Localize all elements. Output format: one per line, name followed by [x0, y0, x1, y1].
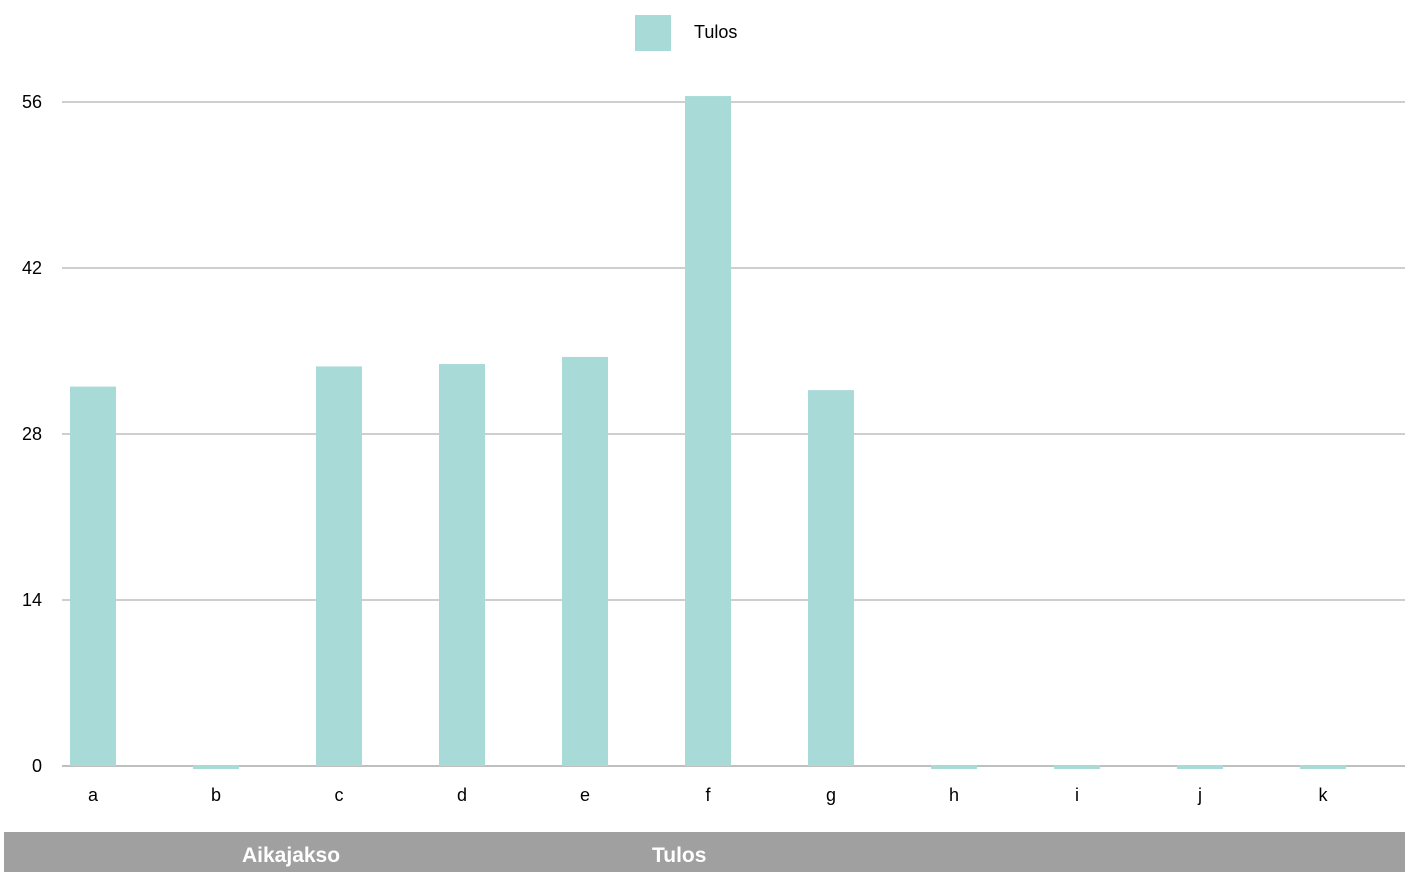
y-tick-label: 28 — [22, 424, 42, 444]
x-tick-label: c — [335, 785, 344, 805]
table-header-result: Tulos — [652, 844, 707, 867]
x-tick-label: j — [1197, 785, 1202, 805]
y-tick-label: 42 — [22, 258, 42, 278]
bar-e — [562, 356, 608, 766]
bar-chart: 0 14 28 42 56 a b c d e f g h i j k Tulos — [22, 15, 1405, 805]
chart-svg: 0 14 28 42 56 a b c d e f g h i j k Tulos — [22, 15, 1405, 805]
x-tick-label: h — [949, 785, 959, 805]
bar-d — [439, 364, 485, 766]
bar-f — [685, 96, 731, 767]
x-tick-label: k — [1319, 785, 1329, 805]
x-tick-label: a — [88, 785, 99, 805]
bar-b — [193, 765, 239, 769]
bar-k — [1300, 765, 1346, 769]
y-tick-label: 0 — [32, 756, 42, 776]
legend-label: Tulos — [694, 22, 737, 42]
bar-a — [70, 386, 116, 766]
bar-j — [1177, 765, 1223, 769]
x-tick-label: d — [457, 785, 467, 805]
x-tick-label: e — [580, 785, 590, 805]
bar-i — [1054, 765, 1100, 769]
bar-h — [931, 765, 977, 769]
legend-swatch — [635, 15, 671, 51]
bar-g — [808, 390, 854, 766]
y-tick-label: 56 — [22, 92, 42, 112]
y-tick-label: 14 — [22, 590, 42, 610]
table-header-period: Aikajakso — [242, 844, 341, 867]
table-header-row: Aikajakso Tulos — [4, 832, 1405, 872]
x-tick-label: f — [705, 785, 711, 805]
x-tick-label: b — [211, 785, 221, 805]
bar-c — [316, 366, 362, 766]
x-tick-label: g — [826, 785, 836, 805]
x-tick-label: i — [1075, 785, 1079, 805]
